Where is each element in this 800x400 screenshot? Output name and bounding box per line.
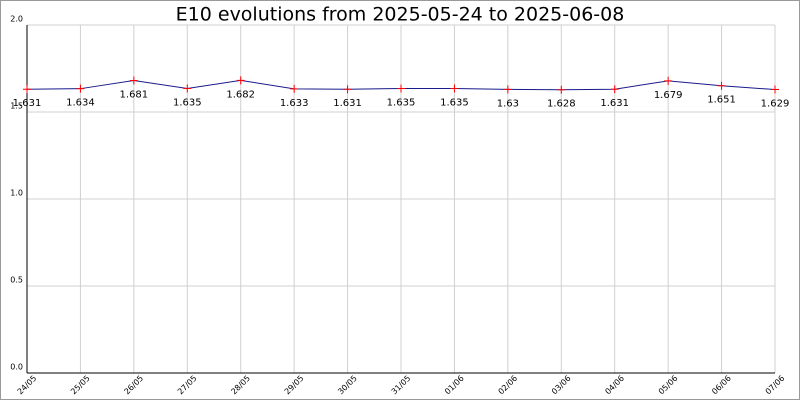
marker <box>76 84 85 93</box>
chart-title: E10 evolutions from 2025-05-24 to 2025-0… <box>176 4 625 26</box>
data-label: 1.631 <box>13 98 42 109</box>
data-label: 1.682 <box>226 89 255 100</box>
marker <box>503 85 512 94</box>
data-label: 1.628 <box>547 99 576 110</box>
data-label: 1.635 <box>173 98 202 109</box>
data-label: 1.631 <box>333 98 362 109</box>
marker <box>450 84 459 93</box>
marker <box>717 81 726 90</box>
marker <box>557 85 566 94</box>
marker <box>397 84 405 93</box>
y-tick-label: 0.5 <box>10 276 23 285</box>
data-label: 1.679 <box>654 90 683 101</box>
marker <box>236 76 245 85</box>
data-label: 1.631 <box>600 98 629 109</box>
marker <box>610 85 619 94</box>
data-label: 1.629 <box>761 99 790 110</box>
data-label: 1.633 <box>280 98 309 109</box>
marker <box>771 85 779 94</box>
y-tick-label: 1.0 <box>10 189 23 198</box>
data-label: 1.63 <box>497 98 519 109</box>
data-label: 1.634 <box>66 98 95 109</box>
marker <box>183 84 192 93</box>
y-tick-label: 2.0 <box>10 15 23 24</box>
marker <box>343 85 352 94</box>
data-label: 1.635 <box>387 98 416 109</box>
data-label: 1.681 <box>120 90 149 101</box>
marker <box>23 85 31 94</box>
y-tick-label: 1.5 <box>10 102 23 111</box>
y-tick-label: 0.0 <box>10 363 23 372</box>
data-label: 1.635 <box>440 98 469 109</box>
marker <box>129 76 138 85</box>
marker <box>290 84 299 93</box>
marker <box>664 76 673 85</box>
data-label: 1.651 <box>707 95 736 106</box>
